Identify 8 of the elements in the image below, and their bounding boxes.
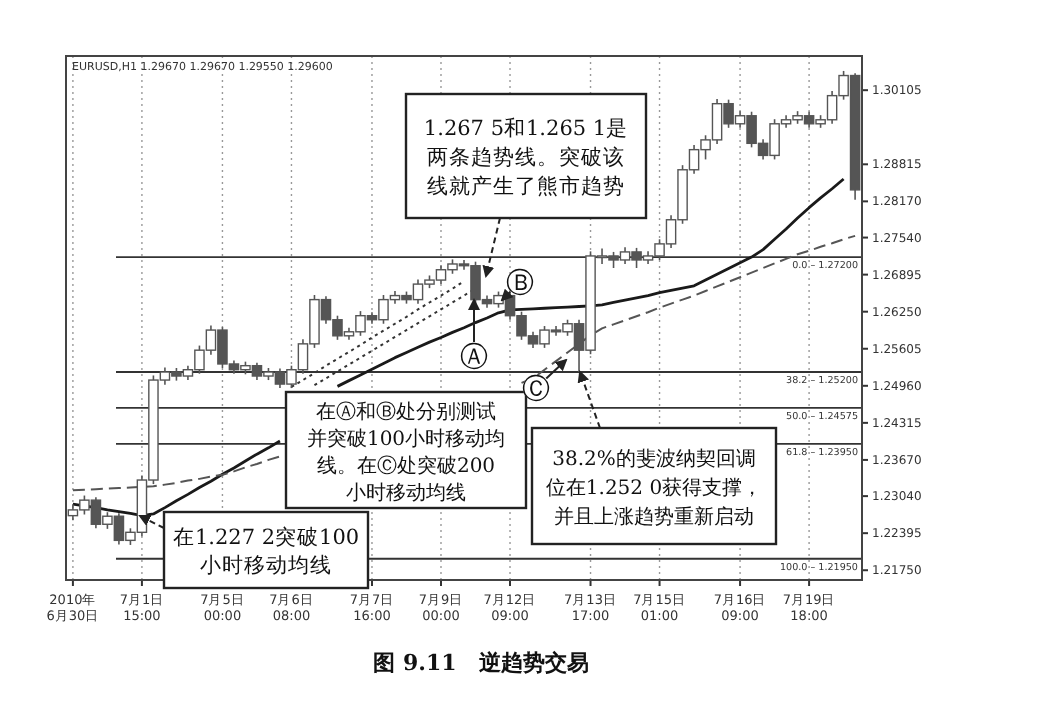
- text: 图 9.11 逆趋势交易: [373, 650, 589, 676]
- annotation: Ⓒ: [522, 374, 550, 406]
- annotation: 在Ⓐ和Ⓑ处分别测试并突破100小时移动均线。在Ⓒ处突破200小时移动均线: [306, 399, 506, 505]
- annotation: Ⓐ: [460, 342, 488, 374]
- annotation: 在1.227 2突破100小时移动均线: [172, 524, 360, 578]
- annotation: Ⓑ: [506, 268, 534, 300]
- annotation: 1.267 5和1.265 1是两条趋势线。突破该线就产生了熊市趋势: [423, 115, 629, 199]
- annotation: 38.2%的斐波纳契回调位在1.252 0获得支撑，并且上涨趋势重新启动: [545, 447, 763, 529]
